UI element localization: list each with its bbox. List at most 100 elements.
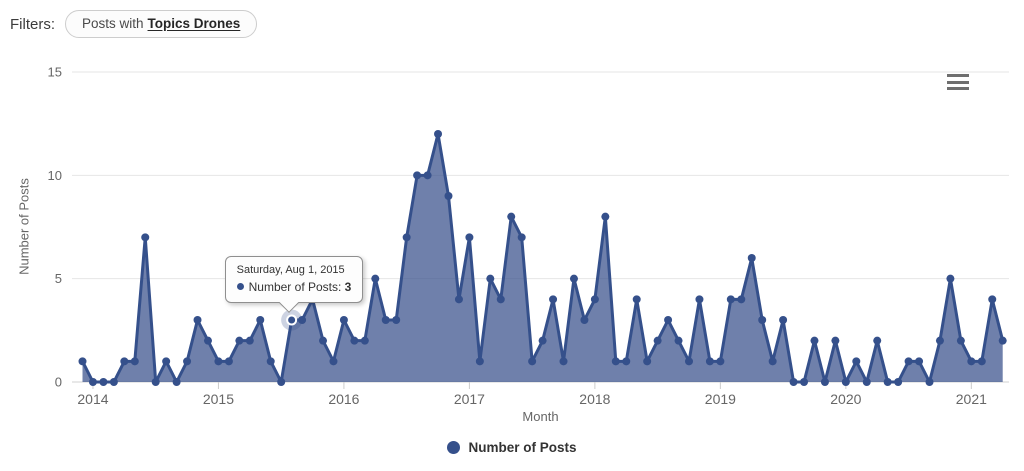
y-axis-tick-label: 15 — [48, 65, 62, 80]
data-point-marker[interactable] — [454, 295, 463, 304]
data-point-marker[interactable] — [151, 378, 160, 386]
data-point-marker[interactable] — [130, 357, 139, 366]
data-point-marker[interactable] — [768, 357, 777, 366]
data-point-marker[interactable] — [496, 295, 505, 304]
data-point-marker[interactable] — [298, 316, 307, 324]
data-point-marker[interactable] — [392, 316, 401, 324]
legend-marker-icon — [447, 441, 461, 454]
data-point-marker[interactable] — [935, 336, 944, 345]
data-point-marker[interactable] — [789, 378, 798, 386]
data-point-marker[interactable] — [329, 357, 338, 366]
data-point-marker[interactable] — [632, 295, 641, 304]
data-point-marker[interactable] — [956, 336, 965, 345]
data-point-marker[interactable] — [266, 357, 275, 366]
filter-chip[interactable]: Posts with Topics Drones — [65, 10, 258, 38]
data-point-marker[interactable] — [747, 254, 756, 262]
data-point-marker[interactable] — [946, 274, 955, 283]
hamburger-menu-icon[interactable] — [947, 74, 969, 94]
data-point-marker[interactable] — [507, 212, 516, 221]
data-point-marker[interactable] — [967, 357, 976, 366]
x-axis-tick-label: 2016 — [328, 391, 359, 407]
data-point-marker[interactable] — [360, 336, 369, 345]
data-point-marker[interactable] — [998, 336, 1007, 345]
data-point-marker[interactable] — [862, 378, 871, 386]
data-point-marker[interactable] — [538, 336, 547, 345]
data-point-marker[interactable] — [852, 357, 861, 366]
data-point-marker[interactable] — [653, 336, 662, 345]
data-point-marker[interactable] — [99, 378, 108, 386]
tooltip: Saturday, Aug 1, 2015 Number of Posts: 3 — [224, 256, 364, 303]
data-point-marker[interactable] — [402, 233, 411, 242]
data-point-marker[interactable] — [381, 316, 390, 324]
data-point-marker[interactable] — [674, 336, 683, 345]
data-point-marker[interactable] — [224, 357, 233, 366]
data-point-marker[interactable] — [88, 378, 97, 386]
data-point-marker[interactable] — [434, 130, 443, 138]
data-point-marker[interactable] — [841, 378, 850, 386]
data-point-marker[interactable] — [277, 378, 286, 386]
data-point-marker[interactable] — [475, 357, 484, 366]
legend-item[interactable]: Number of Posts — [0, 440, 1024, 455]
data-point-marker[interactable] — [413, 171, 422, 180]
data-point-marker[interactable] — [820, 378, 829, 386]
data-point-marker[interactable] — [737, 295, 746, 304]
data-point-marker[interactable] — [800, 378, 809, 386]
data-point-marker[interactable] — [559, 357, 568, 366]
data-point-marker[interactable] — [601, 212, 610, 221]
data-point-marker[interactable] — [622, 357, 631, 366]
data-point-marker[interactable] — [517, 233, 526, 242]
x-axis-tick-label: 2020 — [830, 391, 861, 407]
data-point-marker[interactable] — [549, 295, 558, 304]
data-point-marker[interactable] — [183, 357, 192, 366]
data-point-marker[interactable] — [580, 316, 589, 324]
data-point-marker[interactable] — [988, 295, 997, 304]
data-point-marker[interactable] — [120, 357, 129, 366]
data-point-marker[interactable] — [256, 316, 265, 324]
data-point-marker[interactable] — [831, 336, 840, 345]
data-point-marker[interactable] — [726, 295, 735, 304]
data-point-marker[interactable] — [611, 357, 620, 366]
data-point-marker[interactable] — [873, 336, 882, 345]
data-point-marker[interactable] — [643, 357, 652, 366]
data-point-marker[interactable] — [203, 336, 212, 345]
data-point-marker[interactable] — [716, 357, 725, 366]
data-point-marker[interactable] — [109, 378, 118, 386]
data-point-marker[interactable] — [925, 378, 934, 386]
data-point-marker[interactable] — [883, 378, 892, 386]
data-point-marker[interactable] — [350, 336, 359, 345]
data-point-marker[interactable] — [172, 378, 181, 386]
data-point-marker[interactable] — [162, 357, 171, 366]
data-point-marker[interactable] — [319, 336, 328, 345]
data-point-marker[interactable] — [444, 192, 453, 200]
data-point-marker[interactable] — [465, 233, 474, 242]
data-point-marker[interactable] — [423, 171, 432, 180]
data-point-marker[interactable] — [486, 274, 495, 283]
data-point-marker[interactable] — [695, 295, 704, 304]
data-point-marker[interactable] — [141, 233, 150, 242]
data-point-marker[interactable] — [235, 336, 244, 345]
data-point-marker[interactable] — [78, 357, 87, 366]
data-point-marker[interactable] — [779, 316, 788, 324]
data-point-marker[interactable] — [915, 357, 924, 366]
data-point-marker[interactable] — [590, 295, 599, 304]
data-point-marker[interactable] — [664, 316, 673, 324]
x-axis-tick-label: 2017 — [454, 391, 485, 407]
y-axis-tick-label: 10 — [48, 168, 62, 183]
data-point-marker[interactable] — [705, 357, 714, 366]
data-point-marker[interactable] — [684, 357, 693, 366]
data-point-marker[interactable] — [528, 357, 537, 366]
data-point-marker[interactable] — [904, 357, 913, 366]
data-point-marker[interactable] — [977, 357, 986, 366]
data-point-marker[interactable] — [193, 316, 202, 324]
data-point-marker[interactable] — [214, 357, 223, 366]
data-point-marker[interactable] — [810, 336, 819, 345]
data-point-marker[interactable] — [371, 274, 380, 283]
data-point-marker[interactable] — [569, 274, 578, 283]
data-point-marker[interactable] — [245, 336, 254, 345]
data-point-marker[interactable] — [758, 316, 767, 324]
x-axis-tick-label: 2021 — [956, 391, 987, 407]
data-point-marker[interactable] — [339, 316, 348, 324]
filter-chip-topic: Topics Drones — [147, 16, 241, 31]
data-point-marker[interactable] — [286, 314, 298, 326]
data-point-marker[interactable] — [894, 378, 903, 386]
